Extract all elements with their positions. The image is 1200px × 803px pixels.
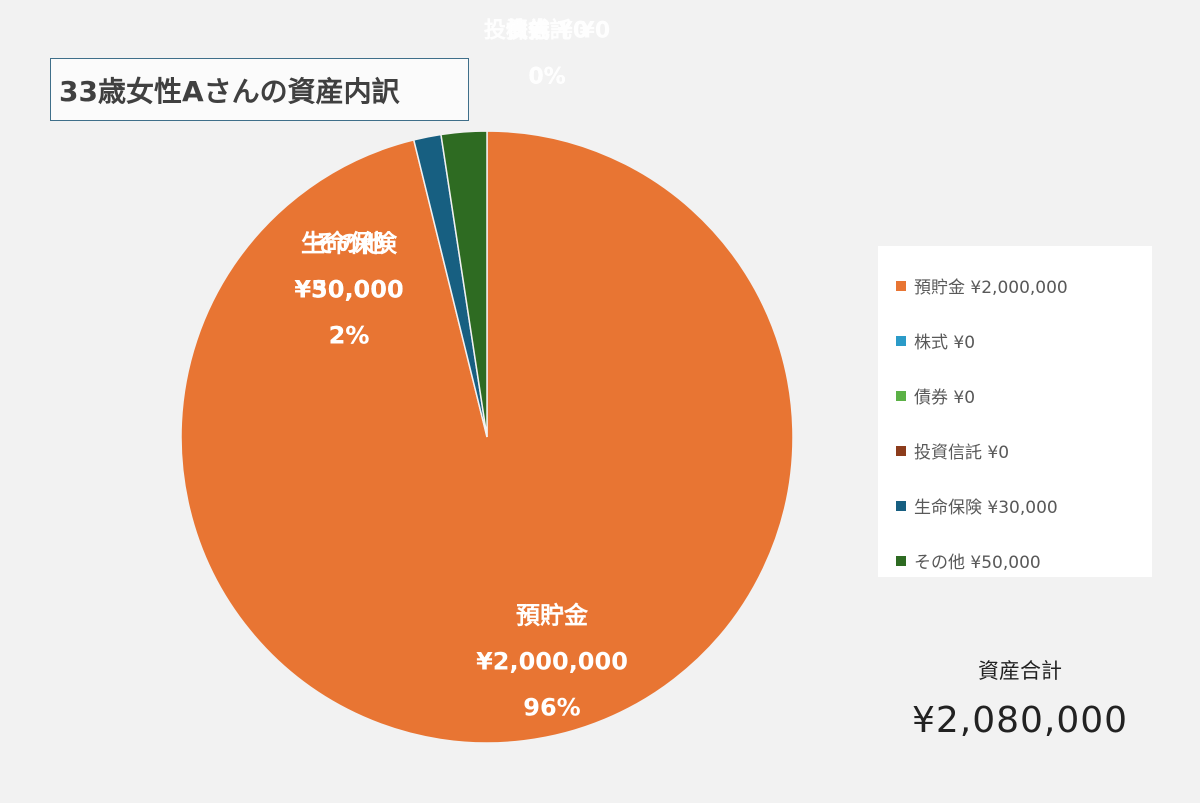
legend-swatch-other	[896, 555, 906, 566]
data-label-other-1: ¥50,000	[294, 275, 403, 303]
legend-item-mutual-funds: 投資信託 ¥0	[896, 423, 1152, 478]
legend-item-bonds: 債券 ¥0	[896, 368, 1152, 423]
data-label-savings-1: ¥2,000,000	[476, 647, 628, 675]
data-label-mutual-funds-1: 0%	[528, 65, 565, 90]
legend-label-savings: 預貯金 ¥2,000,000	[914, 278, 1068, 298]
legend-swatch-bonds	[896, 390, 906, 401]
data-label-savings-2: 96%	[523, 693, 580, 721]
data-label-bonds-1: 0%	[528, 65, 565, 90]
legend-swatch-life-insurance	[896, 500, 906, 511]
total-value: ¥2,080,000	[911, 700, 1129, 741]
legend-label-bonds: 債券 ¥0	[914, 388, 976, 408]
data-label-bonds-0: 債券 ¥0	[505, 18, 588, 44]
total-label: 資産合計	[978, 659, 1062, 683]
legend-item-stocks: 株式 ¥0	[896, 313, 1152, 368]
legend-label-other: その他 ¥50,000	[914, 553, 1041, 573]
data-label-other-0: その他	[313, 229, 385, 257]
legend-swatch-savings	[896, 280, 906, 291]
legend-item-savings: 預貯金 ¥2,000,000	[896, 258, 1152, 313]
data-label-other-2: 2%	[329, 321, 370, 349]
data-label-life-insurance-2: 2%	[329, 321, 370, 349]
pie-slice-other	[440, 130, 488, 438]
chart-title: 33歳女性Aさんの資産内訳	[59, 74, 400, 108]
data-label-stocks-0: 株式 ¥0	[506, 19, 588, 44]
legend-item-other: その他 ¥50,000	[896, 533, 1152, 588]
legend-label-mutual-funds: 投資信託 ¥0	[914, 443, 1010, 463]
data-label-life-insurance-1: ¥30,000	[294, 275, 403, 303]
legend-label-life-insurance: 生命保険 ¥30,000	[914, 498, 1058, 518]
legend-item-life-insurance: 生命保険 ¥30,000	[896, 478, 1152, 533]
legend: 預貯金 ¥2,000,000 株式 ¥0 債券 ¥0 投資信託 ¥0 生命保険 ¥30,…	[878, 246, 1152, 577]
data-label-life-insurance-0: 生命保険	[301, 229, 398, 257]
legend-swatch-mutual-funds	[896, 445, 906, 456]
legend-label-stocks: 株式 ¥0	[914, 333, 976, 353]
data-label-savings-0: 預貯金	[516, 601, 589, 629]
chart-title-box: 33歳女性Aさんの資産内訳	[50, 58, 469, 121]
data-label-stocks-1: 0%	[528, 65, 565, 90]
data-label-mutual-funds-0: 投資信託 ¥0	[484, 18, 610, 44]
legend-swatch-stocks	[896, 335, 906, 346]
